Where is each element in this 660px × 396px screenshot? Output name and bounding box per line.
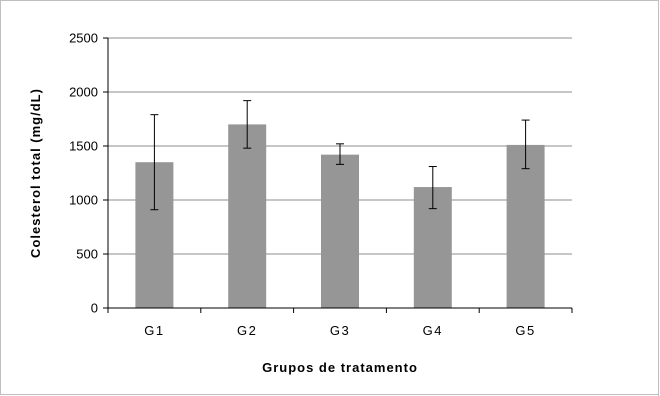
bar-G2 xyxy=(228,124,267,309)
x-tick-label-G4: G4 xyxy=(423,323,443,338)
x-tick-label-G2: G2 xyxy=(237,323,257,338)
error-bar-G4 xyxy=(428,166,437,210)
x-tick-label-G3: G3 xyxy=(330,323,350,338)
x-axis-title: Grupos de tratamento xyxy=(262,360,418,375)
y-tick-label-1500: 1500 xyxy=(69,139,98,154)
y-tick-label-2500: 2500 xyxy=(69,31,98,46)
error-bar-G1 xyxy=(150,114,159,211)
y-tick-label-2000: 2000 xyxy=(69,85,98,100)
error-bars xyxy=(150,100,530,211)
y-tick-label-1000: 1000 xyxy=(69,193,98,208)
y-tick-label-500: 500 xyxy=(76,247,98,262)
error-bar-G5 xyxy=(521,119,530,170)
error-bar-G2 xyxy=(243,100,252,149)
x-tick-label-G1: G1 xyxy=(144,323,164,338)
y-axis-ticks: 0 500 1000 1500 2000 2500 xyxy=(69,31,108,316)
y-axis-title: Colesterol total (mg/dL) xyxy=(28,88,43,258)
bar-G5 xyxy=(506,144,545,308)
y-tick-label-0: 0 xyxy=(91,301,98,316)
error-bar-G3 xyxy=(336,143,344,165)
x-axis-ticks: G1 G2 G3 G4 G5 xyxy=(107,308,573,338)
x-tick-label-G5: G5 xyxy=(515,323,535,338)
bar-G3 xyxy=(321,154,359,308)
